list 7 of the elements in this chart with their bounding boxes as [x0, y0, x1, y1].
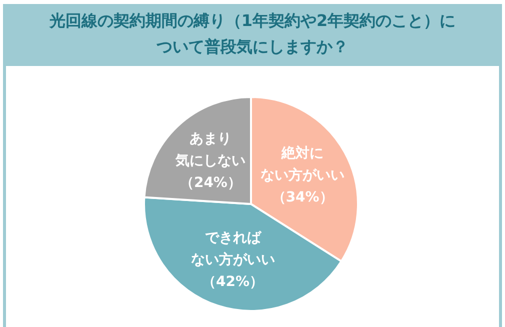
data-label: （42%）: [202, 274, 264, 290]
data-label: （34%）: [272, 190, 334, 206]
slice-label: 絶対にない方がいい: [260, 144, 345, 184]
slice-label: あまり気にしない: [174, 131, 246, 170]
slice-label: できればない方がいい: [190, 230, 275, 268]
chart-title: 光回線の契約期間の縛り（1年契約や2年契約のこと）について普段気にしますか？: [48, 10, 457, 58]
data-label: （24%）: [180, 175, 242, 192]
